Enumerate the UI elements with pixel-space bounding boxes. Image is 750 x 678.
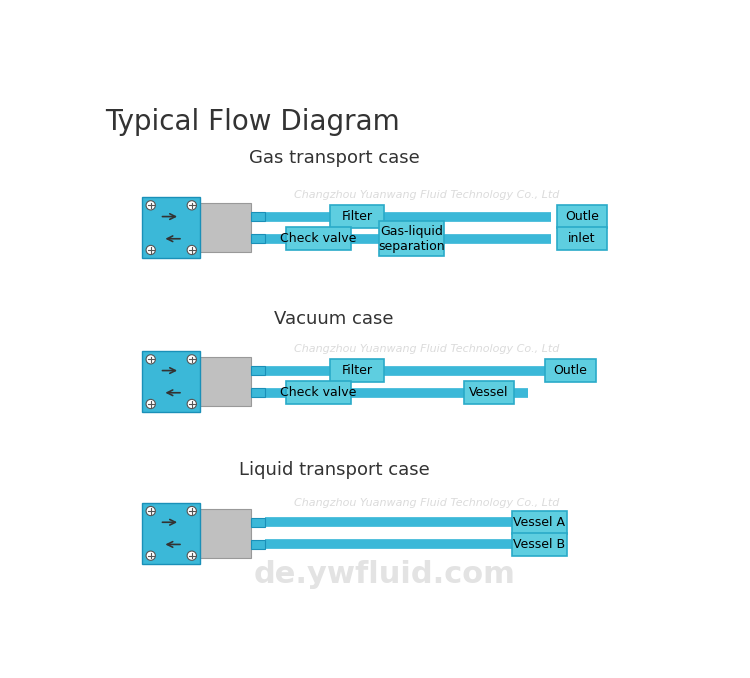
- Circle shape: [188, 506, 196, 516]
- Circle shape: [188, 551, 196, 560]
- Bar: [512, 511, 566, 534]
- Circle shape: [146, 355, 155, 364]
- Bar: [142, 502, 200, 564]
- Circle shape: [146, 551, 155, 560]
- Bar: [330, 205, 384, 228]
- Bar: [189, 203, 250, 252]
- Circle shape: [146, 506, 155, 516]
- Bar: [545, 359, 596, 382]
- Text: Vessel B: Vessel B: [513, 538, 566, 551]
- Bar: [286, 227, 352, 250]
- Text: Vessel: Vessel: [470, 386, 509, 399]
- Bar: [142, 351, 200, 412]
- Bar: [251, 517, 265, 527]
- Text: inlet: inlet: [568, 233, 596, 245]
- Bar: [251, 212, 265, 221]
- Bar: [251, 366, 265, 375]
- Bar: [379, 222, 445, 256]
- Circle shape: [146, 399, 155, 409]
- Text: Changzhou Yuanwang Fluid Technology Co., Ltd: Changzhou Yuanwang Fluid Technology Co.,…: [294, 191, 560, 200]
- Text: Check valve: Check valve: [280, 386, 357, 399]
- Bar: [251, 388, 265, 397]
- Text: Typical Flow Diagram: Typical Flow Diagram: [105, 108, 400, 136]
- Text: de.ywfluid.com: de.ywfluid.com: [254, 559, 515, 589]
- Bar: [556, 227, 608, 250]
- Bar: [464, 381, 514, 404]
- Circle shape: [146, 201, 155, 210]
- Bar: [189, 357, 250, 406]
- Bar: [189, 508, 250, 558]
- Text: Changzhou Yuanwang Fluid Technology Co., Ltd: Changzhou Yuanwang Fluid Technology Co.,…: [294, 498, 560, 508]
- Text: Vessel A: Vessel A: [513, 516, 566, 529]
- Circle shape: [188, 355, 196, 364]
- Bar: [251, 234, 265, 243]
- Text: Filter: Filter: [342, 364, 373, 377]
- Text: Liquid transport case: Liquid transport case: [238, 461, 429, 479]
- Text: Outle: Outle: [554, 364, 587, 377]
- Text: Check valve: Check valve: [280, 233, 357, 245]
- Bar: [286, 381, 352, 404]
- Bar: [556, 205, 608, 228]
- Text: Gas transport case: Gas transport case: [248, 149, 419, 167]
- Bar: [512, 533, 566, 556]
- Text: Gas-liquid
separation: Gas-liquid separation: [378, 224, 445, 253]
- Bar: [251, 540, 265, 549]
- Text: Filter: Filter: [342, 210, 373, 223]
- Circle shape: [188, 245, 196, 255]
- Text: Outle: Outle: [565, 210, 599, 223]
- Text: Changzhou Yuanwang Fluid Technology Co., Ltd: Changzhou Yuanwang Fluid Technology Co.,…: [294, 344, 560, 353]
- Text: Vacuum case: Vacuum case: [274, 310, 394, 327]
- Circle shape: [188, 399, 196, 409]
- Bar: [142, 197, 200, 258]
- Circle shape: [146, 245, 155, 255]
- Bar: [330, 359, 384, 382]
- Circle shape: [188, 201, 196, 210]
